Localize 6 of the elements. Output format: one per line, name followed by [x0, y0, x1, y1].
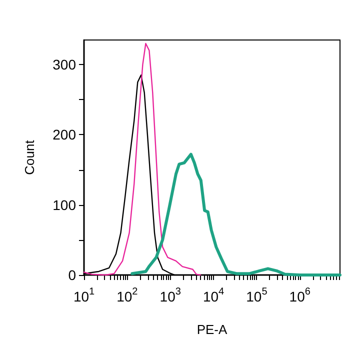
y-tick-label: 300 — [52, 56, 76, 73]
y-tick-label: 200 — [52, 126, 76, 143]
y-tick-label: 100 — [52, 196, 76, 213]
y-tick-label: 0 — [68, 267, 76, 283]
y-axis-title: Count — [22, 140, 37, 175]
x-axis-title: PE-A — [196, 322, 228, 337]
